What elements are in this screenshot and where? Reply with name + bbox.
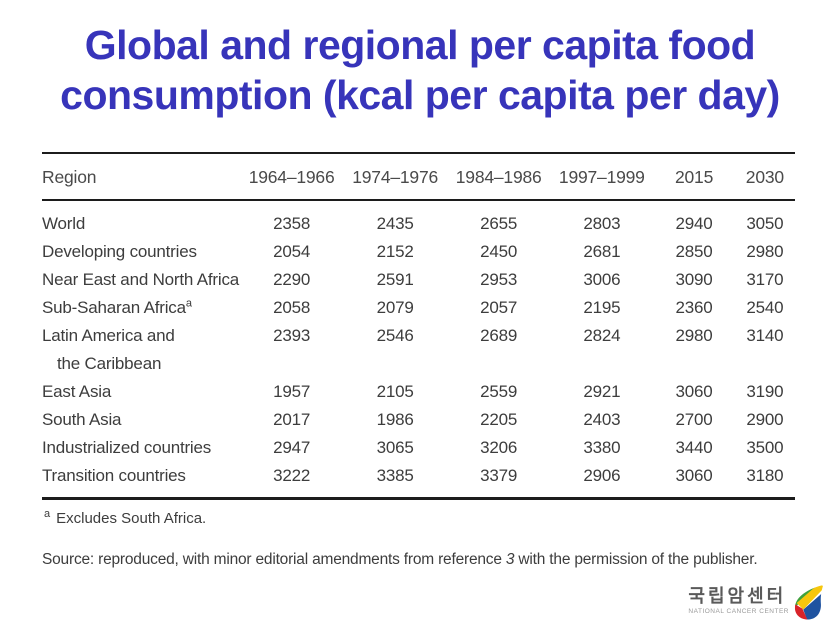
source-suffix: with the permission of the publisher. — [514, 551, 758, 568]
logo-korean-name: 국립암센터 — [688, 586, 787, 606]
value-cell: 3180 — [746, 466, 784, 485]
value-cell: 3140 — [746, 326, 784, 345]
source-line: Source: reproduced, with minor editorial… — [42, 551, 758, 569]
column-header-1974-1976: 1974–1976 — [343, 153, 448, 201]
value-cell: 2152 — [376, 242, 414, 261]
logo-english-name: NATIONAL CANCER CENTER — [688, 608, 789, 615]
value-cell: 2940 — [675, 214, 713, 233]
value-cell: 3206 — [480, 438, 518, 457]
table-row: Transition countries 3222 3385 3379 2906 3060… — [42, 462, 795, 499]
column-header-1984-1986: 1984–1986 — [447, 153, 551, 201]
value-cell: 2591 — [376, 270, 414, 289]
table-row: East Asia 1957 2105 2559 2921 3060 3190 — [42, 378, 795, 406]
footnote-marker: a — [44, 508, 51, 520]
value-cell: 2393 — [273, 326, 311, 345]
slide-title: Global and regional per capita food cons… — [0, 0, 840, 120]
value-cell: 2689 — [480, 326, 518, 345]
value-cell: 3379 — [480, 466, 518, 485]
value-cell: 3500 — [746, 438, 784, 457]
value-cell: 2435 — [376, 214, 414, 233]
table-row: Developing countries 2054 2152 2450 2681 2850… — [42, 238, 795, 266]
value-cell: 3065 — [376, 438, 414, 457]
value-cell: 3380 — [583, 438, 621, 457]
table-row: Latin America and the Caribbean 2393 2546 26… — [42, 322, 795, 378]
value-cell: 2947 — [273, 438, 311, 457]
footnote-text: Excludes South Africa. — [56, 510, 207, 527]
value-cell: 2546 — [376, 326, 414, 345]
region-cell: Sub-Saharan Africaa — [42, 297, 192, 317]
value-cell: 2953 — [480, 270, 518, 289]
slide-title-line1: Global and regional per capita food — [84, 22, 756, 68]
value-cell: 3090 — [675, 270, 713, 289]
national-cancer-center-logo: 국립암센터 NATIONAL CANCER CENTER — [688, 584, 826, 620]
region-cell: Near East and North Africa — [42, 270, 240, 289]
table-row: Industrialized countries 2947 3065 3206 3380… — [42, 434, 795, 462]
value-cell: 2105 — [376, 382, 414, 401]
column-header-1964-1966: 1964–1966 — [240, 153, 344, 201]
region-cell: South Asia — [42, 410, 122, 429]
value-cell: 3006 — [583, 270, 621, 289]
table-row: World 2358 2435 2655 2803 2940 3050 — [42, 200, 795, 238]
column-header-2030: 2030 — [734, 153, 795, 201]
value-cell: 2850 — [675, 242, 713, 261]
value-cell: 2700 — [675, 410, 713, 429]
value-cell: 2906 — [583, 466, 621, 485]
value-cell: 2358 — [273, 214, 311, 233]
value-cell: 3060 — [675, 466, 713, 485]
value-cell: 2054 — [273, 242, 311, 261]
region-cell: Developing countries — [42, 242, 197, 261]
value-cell: 2980 — [675, 326, 713, 345]
value-cell: 3385 — [376, 466, 414, 485]
value-cell: 2205 — [480, 410, 518, 429]
source-reference-number: 3 — [505, 551, 515, 568]
value-cell: 2655 — [480, 214, 518, 233]
table-body: World 2358 2435 2655 2803 2940 3050 Developing … — [42, 200, 795, 499]
value-cell: 2681 — [583, 242, 621, 261]
column-header-2015: 2015 — [653, 153, 735, 201]
value-cell: 3170 — [746, 270, 784, 289]
food-consumption-table: Region 1964–1966 1974–1976 1984–1986 199… — [42, 152, 795, 500]
value-cell: 2017 — [273, 410, 311, 429]
value-cell: 2450 — [480, 242, 518, 261]
value-cell: 2559 — [480, 382, 518, 401]
value-cell: 1957 — [273, 382, 311, 401]
slide-title-line2: consumption (kcal per capita per day) — [60, 72, 780, 119]
value-cell: 2079 — [376, 298, 414, 317]
table-row: Near East and North Africa 2290 2591 2953 30… — [42, 266, 795, 294]
value-cell: 2290 — [273, 270, 311, 289]
value-cell: 3440 — [675, 438, 713, 457]
value-cell: 2921 — [583, 382, 621, 401]
value-cell: 2803 — [583, 214, 621, 233]
table-row: South Asia 2017 1986 2205 2403 2700 2900 — [42, 406, 795, 434]
value-cell: 2824 — [583, 326, 621, 345]
logo-text-block: 국립암센터 NATIONAL CANCER CENTER — [688, 584, 789, 615]
region-cell: Latin America and the Caribbean — [42, 326, 175, 373]
region-cell: Transition countries — [42, 466, 186, 485]
value-cell: 2195 — [583, 298, 621, 317]
footnote-marker: a — [185, 297, 192, 310]
region-cell: East Asia — [42, 382, 112, 401]
source-prefix: Source: reproduced, with minor editorial… — [42, 551, 506, 568]
value-cell: 2980 — [746, 242, 784, 261]
value-cell: 2058 — [273, 298, 311, 317]
value-cell: 2360 — [675, 298, 713, 317]
value-cell: 3050 — [746, 214, 784, 233]
value-cell: 2540 — [746, 298, 784, 317]
value-cell: 3060 — [675, 382, 713, 401]
value-cell: 1986 — [376, 410, 414, 429]
food-consumption-table-container: Region 1964–1966 1974–1976 1984–1986 199… — [42, 152, 795, 500]
region-cell: Industrialized countries — [42, 438, 212, 457]
table-header-row: Region 1964–1966 1974–1976 1984–1986 199… — [42, 153, 795, 201]
value-cell: 2900 — [746, 410, 784, 429]
value-cell: 3222 — [273, 466, 311, 485]
column-header-region: Region — [42, 153, 241, 201]
table-row: Sub-Saharan Africaa 2058 2079 2057 2195 2360 2… — [42, 294, 795, 322]
column-header-1997-1999: 1997–1999 — [550, 153, 654, 201]
value-cell: 2403 — [583, 410, 621, 429]
region-cell: World — [42, 214, 86, 233]
table-footnote: a Excludes South Africa. — [44, 508, 206, 527]
value-cell: 2057 — [480, 298, 518, 317]
leaf-logo-icon — [794, 584, 824, 620]
value-cell: 3190 — [746, 382, 784, 401]
